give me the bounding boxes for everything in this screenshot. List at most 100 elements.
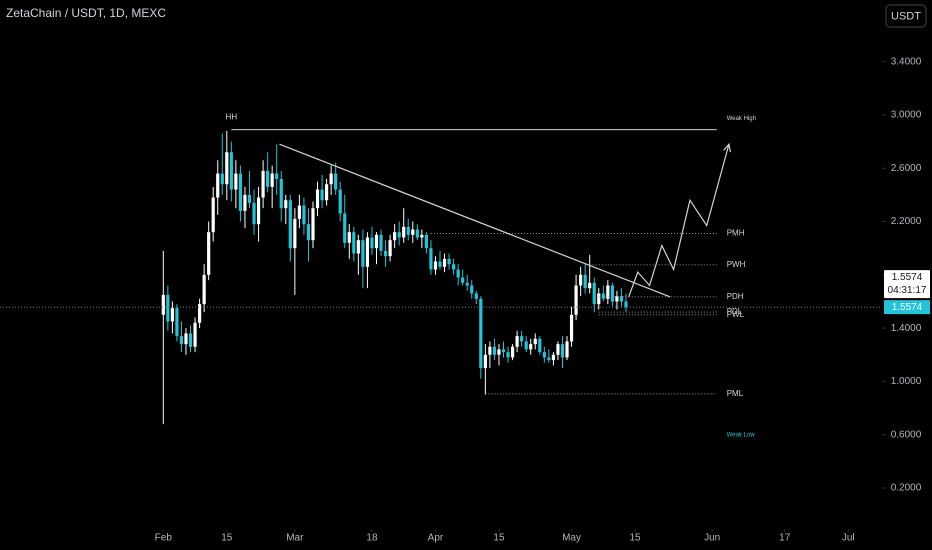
y-tick-label: 2.2000 [891,216,922,227]
candle-body [356,240,360,254]
candle-body [597,293,601,305]
candle-body [470,285,474,294]
candle-body [406,226,410,235]
candle-body [415,229,419,238]
x-tick-label: 17 [779,533,791,544]
candle-body [379,234,383,251]
candle-body [529,344,533,350]
candle-body [238,173,243,211]
candle-body [225,152,229,185]
candle-body [370,237,374,249]
last-price-box [884,300,930,315]
projection-path [628,144,730,298]
x-tick-label: Jul [842,533,855,544]
x-tick-label: Mar [286,533,304,544]
candle-body [243,194,247,211]
candle-body [324,184,329,201]
candle-body [610,285,614,302]
candle-body [533,338,537,345]
candle-body [393,232,397,241]
projection-arrowhead [723,142,731,153]
candle-body [338,189,342,214]
candle-body [420,234,424,238]
candle-body [166,294,170,322]
candle-body [315,189,320,209]
candle-body [538,338,542,353]
level-label: PDH [727,292,744,301]
x-tick-label: Apr [428,533,444,544]
candle-body [456,269,460,278]
candle-body [361,240,365,267]
countdown-time: 04:31:17 [888,285,927,296]
candle-body [579,274,583,286]
candle-body [606,285,610,299]
candle-body [207,232,211,275]
candle-body [266,170,270,187]
candle-body [411,229,415,235]
candle-body [465,282,469,286]
candle-body [320,189,324,201]
candle-body [229,152,233,190]
candle-body [270,173,274,187]
candle-body [247,194,252,203]
candle-body [343,213,347,243]
candle-body [565,341,569,358]
candle-body [397,232,401,238]
level-label: PWH [727,260,746,269]
y-tick-label: 2.6000 [891,163,922,174]
candle-body [184,333,188,345]
candle-body [202,274,206,305]
y-tick-label: 0.2000 [891,483,922,494]
level-label: PWL [727,310,745,319]
candle-body [275,173,279,179]
candle-body [501,349,506,353]
candle-body [383,250,388,257]
candle-body [447,258,451,265]
y-tick-label: 0.6000 [891,429,922,440]
candle-body [306,224,311,241]
x-tick-label: May [562,533,581,544]
candle-body [569,314,574,342]
candle-body [188,333,193,347]
trendline [279,143,671,298]
candle-body [452,264,456,270]
candle-body [429,248,433,270]
x-tick-label: 18 [366,533,378,544]
y-tick-label: 3.4000 [891,56,922,67]
candle-body [438,261,442,267]
candle-body [592,282,596,305]
level-label: PML [727,389,744,398]
candle-body [488,346,492,355]
candle-body [461,277,465,283]
currency-button[interactable] [885,4,927,28]
candle-body [615,296,619,302]
candle-body [479,298,483,369]
candle-body [179,336,184,345]
countdown-box [884,270,930,299]
candle-body [211,197,215,233]
level-label: PMH [727,229,745,238]
candle-body [352,232,356,254]
candle-body [311,208,315,241]
candle-body [492,346,497,355]
candle-body [284,200,288,209]
candle-body [329,173,333,185]
candle-body [560,344,565,358]
candle-body [574,285,578,315]
last-price-label: 1.5574 [892,302,923,313]
candle-body [334,173,338,190]
candle-body [170,308,174,322]
candle-body [547,357,551,361]
candle-body [293,218,297,249]
candle-body [551,354,556,361]
y-tick-label: 3.0000 [891,110,922,121]
candle-body [261,170,265,198]
candle-body [433,261,438,270]
candle-body [524,341,528,350]
candle-body [510,346,515,358]
candle-body [297,205,301,219]
countdown-price: 1.5574 [892,272,923,283]
currency-button-label[interactable]: USDT [891,10,921,22]
candle-body [302,205,306,225]
